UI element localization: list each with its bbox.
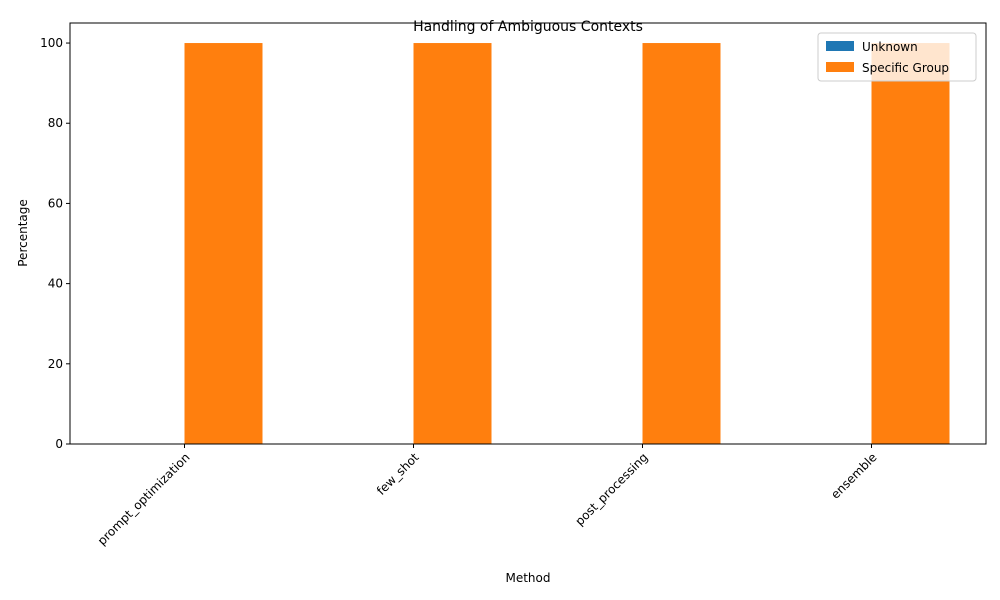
legend-box: [817, 32, 977, 82]
bar-specific-group-ensemble: [871, 43, 950, 445]
bar-specific-group-prompt-optimization: [184, 43, 263, 445]
x-axis-label: Method: [505, 571, 550, 585]
y-tick-label: 20: [48, 357, 63, 371]
chart-title: Handling of Ambiguous Contexts: [413, 19, 643, 35]
legend-label-unknown: Unknown: [862, 40, 918, 54]
legend-swatch-unknown: [826, 41, 854, 51]
y-axis-label: Percentage: [16, 199, 30, 267]
y-tick-label: 0: [55, 437, 63, 451]
bar-specific-group-post-processing: [642, 43, 721, 445]
legend-label-specific-group: Specific Group: [862, 61, 949, 75]
bar-specific-group-few-shot: [413, 43, 492, 445]
y-tick-label: 80: [48, 116, 63, 130]
plot-frame: [69, 22, 987, 445]
legend: Unknown Specific Group: [817, 32, 977, 82]
y-tick-label: 40: [48, 277, 63, 291]
legend-swatch-specific-group: [826, 62, 854, 72]
y-tick-label: 60: [48, 196, 63, 210]
y-tick-label: 100: [40, 36, 63, 50]
